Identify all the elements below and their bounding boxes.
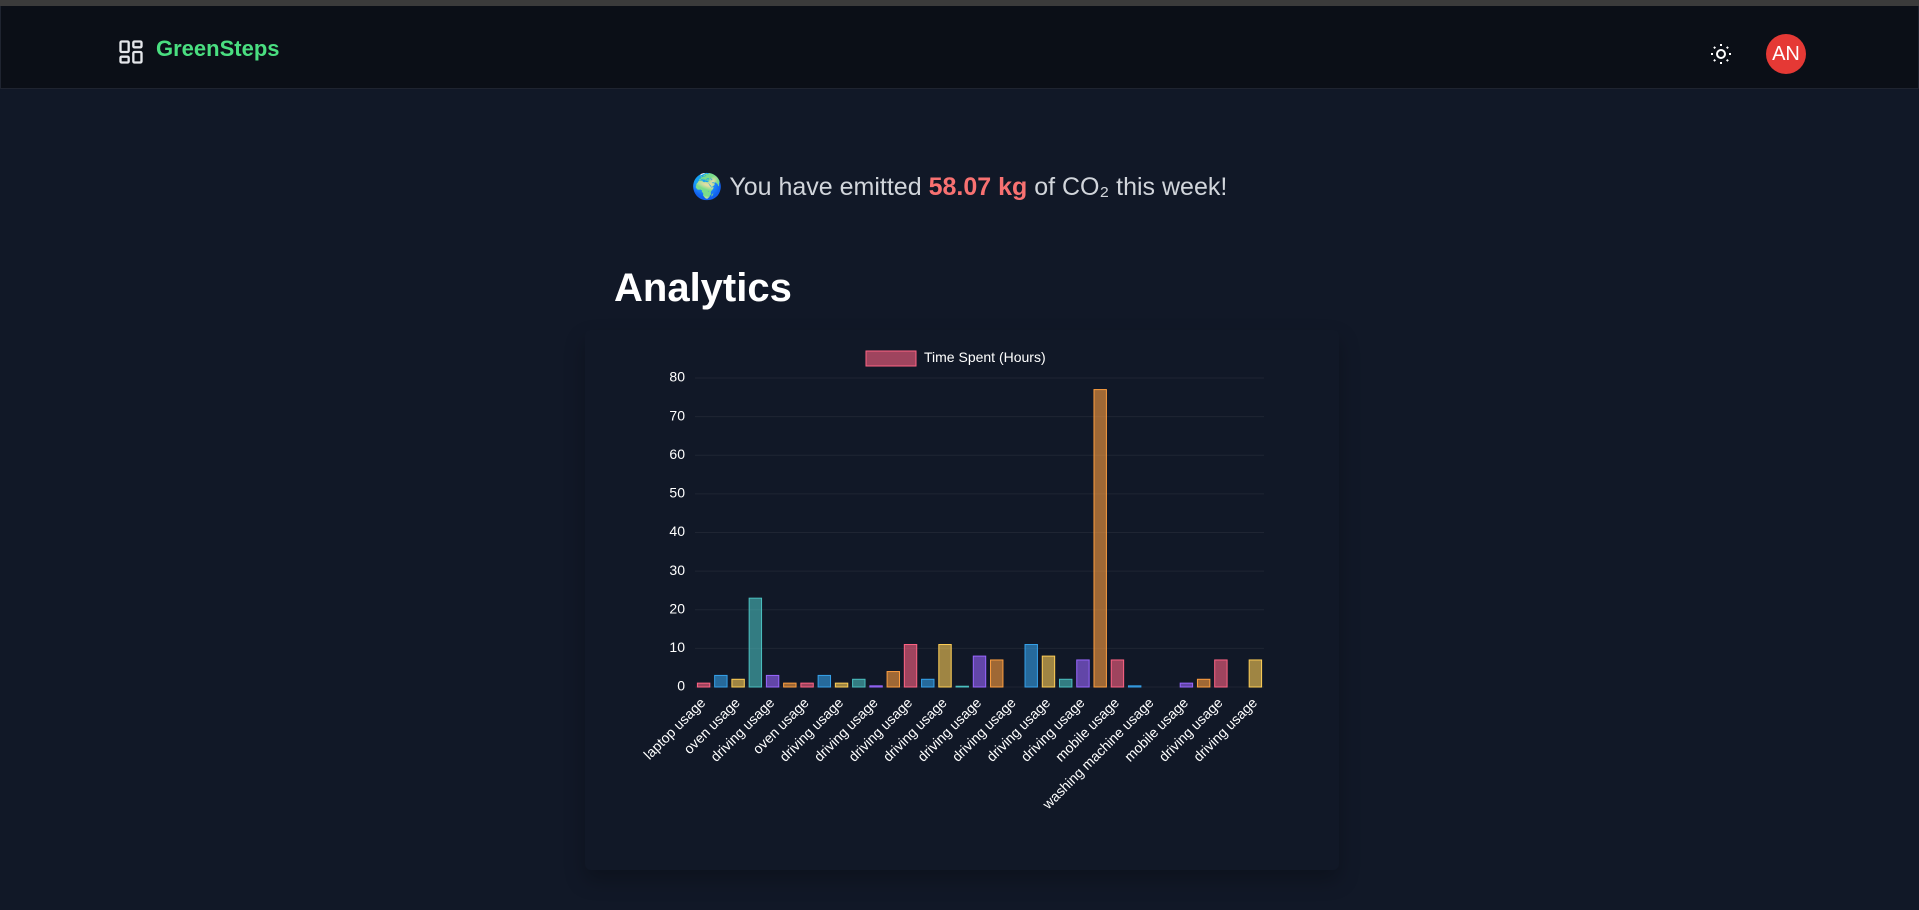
bar: [903, 644, 918, 688]
avatar[interactable]: AN: [1766, 34, 1806, 74]
bar: [834, 682, 849, 688]
emission-summary: 🌍 You have emitted 58.07 kg of CO₂ this …: [0, 173, 1919, 202]
summary-text: of CO₂ this week!: [1034, 173, 1228, 201]
bar: [1248, 659, 1263, 688]
bar: [748, 597, 763, 688]
y-tick-label: 10: [669, 639, 685, 655]
globe-icon: 🌍: [691, 173, 723, 201]
bar: [783, 682, 797, 688]
bar: [800, 682, 814, 688]
y-tick-label: 0: [677, 678, 685, 694]
legend-label: Time Spent (Hours): [924, 349, 1046, 365]
bar: [696, 682, 711, 688]
bar: [852, 678, 866, 688]
bar: [1076, 659, 1090, 688]
bar: [817, 674, 832, 688]
y-tick-label: 50: [669, 485, 685, 501]
bar: [1093, 389, 1107, 688]
logo-icon[interactable]: [117, 38, 145, 66]
bar: [869, 685, 883, 688]
bar: [765, 674, 780, 688]
navbar: GreenSteps AN: [0, 6, 1919, 89]
bar: [1041, 655, 1056, 688]
bar: [1110, 659, 1125, 688]
bar: [938, 644, 952, 688]
bar: [921, 678, 935, 688]
theme-toggle[interactable]: [1709, 42, 1733, 66]
window-strip: [0, 0, 1919, 6]
y-tick-label: 70: [669, 407, 685, 423]
bar: [972, 655, 987, 688]
y-tick-label: 30: [669, 562, 685, 578]
emission-amount: 58.07 kg: [928, 173, 1028, 201]
bar: [1127, 685, 1142, 688]
bar: [1024, 644, 1038, 688]
summary-text: You have emitted: [729, 173, 922, 201]
bar: [714, 674, 728, 688]
bar: [1059, 678, 1073, 688]
bar: [990, 659, 1004, 688]
bar: [955, 685, 969, 688]
legend-swatch: [865, 350, 917, 367]
bar: [1214, 659, 1228, 688]
bar: [886, 671, 900, 688]
bar: [1196, 678, 1211, 688]
y-tick-label: 40: [669, 523, 685, 539]
y-tick-label: 20: [669, 600, 685, 616]
y-tick-label: 60: [669, 446, 685, 462]
brand[interactable]: GreenSteps: [156, 36, 280, 61]
bar: [1179, 682, 1194, 688]
bar: [731, 678, 745, 688]
section-title: Analytics: [614, 266, 792, 310]
y-tick-label: 80: [669, 369, 685, 385]
